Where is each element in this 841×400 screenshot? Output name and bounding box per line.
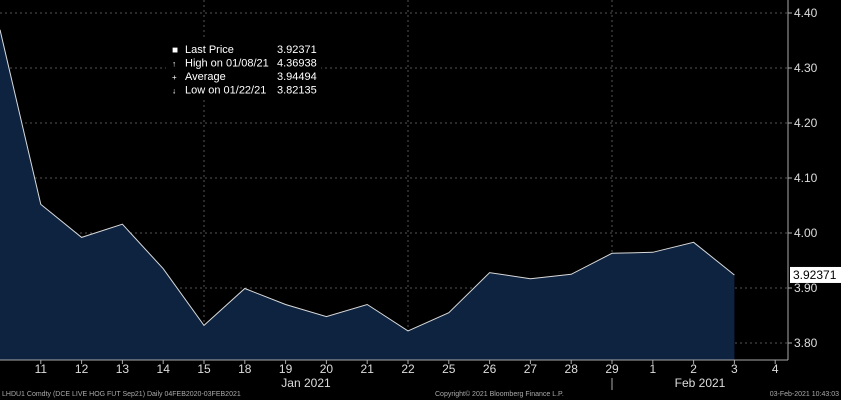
legend-value: 3.82135 bbox=[277, 85, 317, 97]
legend-label: High on 01/08/21 bbox=[185, 58, 269, 70]
y-tick-label: 3.90 bbox=[794, 281, 818, 295]
x-tick-label: 1 bbox=[649, 362, 656, 376]
price-area-fill bbox=[0, 29, 735, 361]
x-tick-label: 13 bbox=[116, 362, 130, 376]
x-tick-label: 22 bbox=[401, 362, 415, 376]
last-price-label: 3.92371 bbox=[793, 268, 837, 282]
legend-box bbox=[166, 40, 321, 98]
legend-label: Average bbox=[185, 71, 226, 83]
x-tick-label: 18 bbox=[238, 362, 252, 376]
x-tick-label: 21 bbox=[361, 362, 375, 376]
legend-value: 3.94494 bbox=[277, 71, 317, 83]
y-tick-label: 3.80 bbox=[794, 336, 818, 350]
x-tick-label: 2 bbox=[690, 362, 697, 376]
x-tick-label: 12 bbox=[75, 362, 89, 376]
legend-label: Low on 01/22/21 bbox=[185, 85, 266, 97]
legend-marker: ↓ bbox=[172, 87, 176, 96]
x-tick-label: 26 bbox=[483, 362, 497, 376]
legend-label: Last Price bbox=[185, 44, 234, 56]
x-tick-label: 29 bbox=[605, 362, 619, 376]
x-tick-label: 19 bbox=[279, 362, 293, 376]
legend-value: 3.92371 bbox=[277, 44, 317, 56]
x-tick-label: 14 bbox=[157, 362, 171, 376]
month-label-feb: Feb 2021 bbox=[675, 376, 726, 390]
x-tick-label: 25 bbox=[442, 362, 456, 376]
x-tick-label: 11 bbox=[35, 362, 48, 376]
x-tick-label: 15 bbox=[197, 362, 211, 376]
x-tick-label: 4 bbox=[772, 362, 779, 376]
y-tick-label: 4.10 bbox=[794, 171, 818, 185]
legend-marker: ■ bbox=[172, 45, 178, 56]
y-tick-label: 4.20 bbox=[794, 116, 818, 130]
x-tick-label: 27 bbox=[524, 362, 538, 376]
legend-marker: + bbox=[172, 73, 177, 82]
x-tick-label: 28 bbox=[565, 362, 579, 376]
month-label-jan: Jan 2021 bbox=[281, 376, 331, 390]
footer-timestamp: 03-Feb-2021 10:43:03 bbox=[769, 391, 839, 398]
x-tick-label: 3 bbox=[731, 362, 738, 376]
footer-copyright: Copyright© 2021 Bloomberg Finance L.P. bbox=[435, 391, 564, 398]
y-tick-label: 4.00 bbox=[794, 226, 818, 240]
x-tick-label: 20 bbox=[320, 362, 334, 376]
last-price-box bbox=[790, 266, 841, 283]
y-tick-label: 4.30 bbox=[794, 61, 818, 75]
legend-marker: ↑ bbox=[172, 60, 176, 69]
legend-value: 4.36938 bbox=[277, 58, 317, 70]
y-tick-label: 4.40 bbox=[794, 6, 818, 20]
price-line bbox=[0, 29, 735, 332]
footer-security-description: LHDU1 Comdty (DCE LIVE HOG FUT Sep21) Da… bbox=[2, 391, 241, 398]
